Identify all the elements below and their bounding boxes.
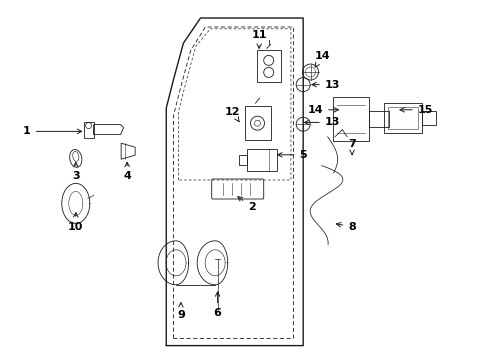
Text: 4: 4 xyxy=(123,162,131,181)
Text: 14: 14 xyxy=(307,105,338,115)
Text: 14: 14 xyxy=(314,51,330,67)
Text: 6: 6 xyxy=(213,292,221,318)
Text: 10: 10 xyxy=(68,213,83,232)
Text: 7: 7 xyxy=(347,139,355,155)
Text: 2: 2 xyxy=(237,197,255,212)
Text: 13: 13 xyxy=(304,117,340,127)
Text: 13: 13 xyxy=(311,80,340,90)
Text: 12: 12 xyxy=(224,107,240,122)
Text: 15: 15 xyxy=(399,105,432,115)
Text: 5: 5 xyxy=(277,150,306,160)
Text: 11: 11 xyxy=(251,30,266,48)
Text: 1: 1 xyxy=(23,126,81,136)
Text: 9: 9 xyxy=(177,303,184,320)
Text: 8: 8 xyxy=(336,222,355,232)
Text: 3: 3 xyxy=(72,162,80,181)
